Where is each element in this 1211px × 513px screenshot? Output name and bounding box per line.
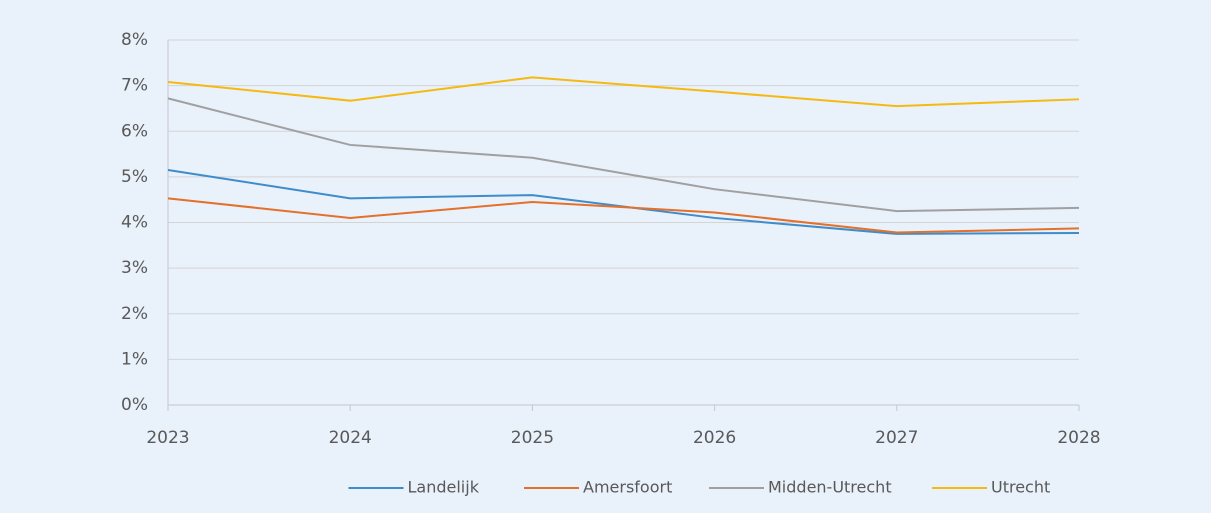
y-tick-label: 5% [121,167,148,187]
x-tick-label: 2027 [875,428,918,448]
line-series [167,97,1080,213]
y-tick-label: 3% [121,258,148,278]
line-series [167,197,1080,234]
y-tick-label: 4% [121,213,148,233]
y-tick-label: 2% [121,304,148,324]
y-tick-label: 7% [121,76,148,96]
x-tick-label: 2025 [511,428,554,448]
y-tick-label: 0% [121,395,148,415]
legend-label: Midden-Utrecht [768,478,892,497]
legend-label: Landelijk [408,478,480,497]
x-tick-label: 2023 [146,428,189,448]
y-tick-label: 1% [121,349,148,369]
x-tick-label: 2028 [1057,428,1100,448]
line-series [167,76,1080,108]
x-tick-label: 2026 [693,428,736,448]
legend-label: Utrecht [991,478,1050,497]
y-tick-label: 8% [121,30,148,50]
y-tick-label: 6% [121,121,148,141]
legend-label: Amersfoort [583,478,672,497]
x-tick-label: 2024 [329,428,372,448]
